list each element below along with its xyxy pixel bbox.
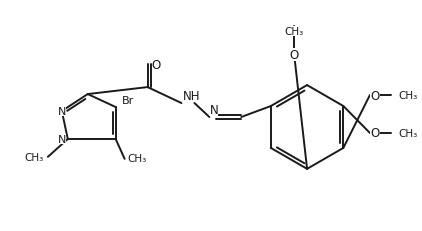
Text: CH₃: CH₃ [399,128,418,138]
Text: N: N [57,134,66,144]
Text: CH₃: CH₃ [399,91,418,101]
Text: CH₃: CH₃ [284,27,304,37]
Text: NH: NH [182,90,200,103]
Text: CH₃: CH₃ [127,153,147,163]
Text: O: O [289,49,299,61]
Text: O: O [151,58,161,71]
Text: Br: Br [122,96,134,106]
Text: N: N [209,103,218,116]
Text: N: N [58,106,66,116]
Text: CH₃: CH₃ [24,152,44,162]
Text: O: O [370,89,379,102]
Text: O: O [370,127,379,140]
